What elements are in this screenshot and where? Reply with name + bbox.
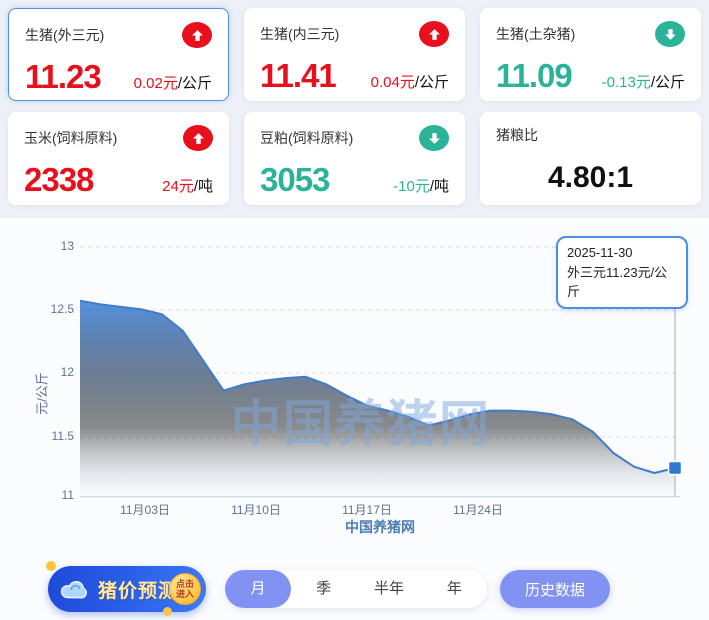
card-title: 玉米(饲料原料) <box>24 130 118 146</box>
enter-badge: 点击进入 <box>169 573 201 605</box>
tab-year[interactable]: 年 <box>446 580 462 597</box>
y-tick-label: 12 <box>60 365 74 379</box>
arrow-down-icon <box>655 21 685 47</box>
card-corn[interactable]: 玉米(饲料原料) 2338 24元/吨 <box>8 112 229 205</box>
history-data-button[interactable]: 历史数据 <box>500 570 610 608</box>
card-value: 3053 <box>260 161 330 198</box>
tab-quarter[interactable]: 季 <box>316 580 332 597</box>
y-tick-label: 13 <box>60 239 74 253</box>
tooltip-value: 外三元11.23元/公斤 <box>567 264 668 300</box>
cloud-logo-icon <box>60 580 87 599</box>
card-title: 生猪(外三元) <box>25 27 105 43</box>
chart-canvas[interactable] <box>0 230 709 545</box>
watermark-text: 中国养猪网 <box>231 396 491 452</box>
card-title: 猪粮比 <box>496 127 538 143</box>
card-soybean-meal[interactable]: 豆粕(饲料原料) 3053 -10元/吨 <box>244 112 465 205</box>
card-value: 11.09 <box>496 57 573 94</box>
card-change: -10元/吨 <box>393 178 449 195</box>
ratio-value: 4.80:1 <box>547 161 634 194</box>
card-value: 11.23 <box>25 58 102 95</box>
x-tick-label: 11月10日 <box>231 503 281 517</box>
x-tick-label: 11月24日 <box>453 503 503 517</box>
price-area <box>80 300 675 497</box>
card-pig-waisanyuan[interactable]: 生猪(外三元) 11.23 0.02元/公斤 <box>8 8 229 101</box>
card-change: 24元/吨 <box>162 178 213 195</box>
price-forecast-banner[interactable]: 猪价预测 点击进入 <box>46 561 206 616</box>
tab-half-year[interactable]: 半年 <box>373 580 404 597</box>
card-value: 11.41 <box>260 57 337 94</box>
last-point-marker <box>667 460 683 476</box>
y-tick-label: 12.5 <box>50 302 74 316</box>
x-tick-label: 11月03日 <box>120 503 170 517</box>
card-pig-neisanyuan[interactable]: 生猪(内三元) 11.41 0.04元/公斤 <box>244 8 465 101</box>
card-change: 0.04元/公斤 <box>370 74 449 91</box>
tooltip-date: 2025-11-30 <box>567 245 633 260</box>
card-pig-tuzazhu[interactable]: 生猪(土杂猪) 11.09 -0.13元/公斤 <box>480 8 701 101</box>
tab-month[interactable]: 月 <box>225 570 291 608</box>
card-change: -0.13元/公斤 <box>601 74 685 91</box>
card-title: 生猪(内三元) <box>260 26 340 42</box>
card-title: 生猪(土杂猪) <box>496 26 576 42</box>
card-title: 豆粕(饲料原料) <box>260 130 354 146</box>
chart-source-caption: 中国养猪网 <box>345 519 415 535</box>
arrow-down-icon <box>419 125 449 151</box>
arrow-up-icon <box>182 22 212 48</box>
price-line <box>79 299 676 474</box>
y-tick-label: 11 <box>61 488 74 502</box>
price-cards: 生猪(外三元) 11.23 0.02元/公斤 生猪(内三元) 11.41 0.0… <box>8 8 701 205</box>
x-tick-label: 11月17日 <box>342 503 392 517</box>
price-trend-chart[interactable]: 13 12.5 12 11.5 11 元/公斤 中国养猪网 11月03日 11月… <box>0 230 709 545</box>
period-tabs: 月 季 半年 年 <box>225 570 487 608</box>
card-value: 2338 <box>24 161 94 198</box>
card-change: 0.02元/公斤 <box>133 75 212 92</box>
y-tick-label: 11.5 <box>51 429 74 443</box>
arrow-up-icon <box>183 125 213 151</box>
coin-decoration <box>46 561 56 571</box>
chart-tooltip: 2025-11-30 外三元11.23元/公斤 <box>556 236 688 309</box>
y-axis-title: 元/公斤 <box>34 372 50 415</box>
card-pig-grain-ratio[interactable]: 猪粮比 4.80:1 <box>480 112 701 205</box>
arrow-up-icon <box>419 21 449 47</box>
coin-decoration <box>163 607 172 616</box>
forecast-label: 猪价预测 <box>98 580 179 602</box>
